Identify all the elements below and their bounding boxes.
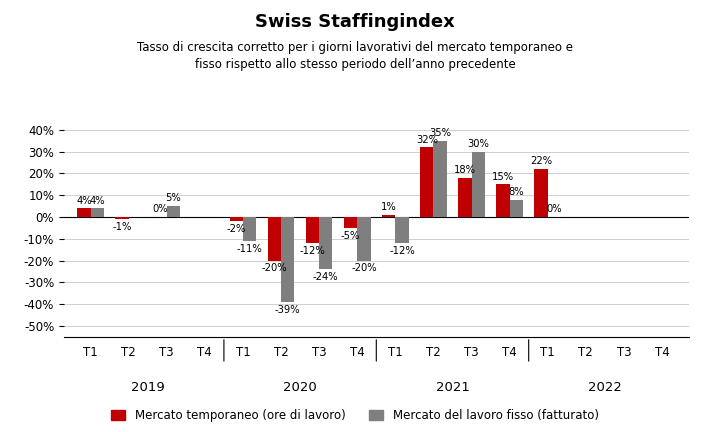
- Legend: Mercato temporaneo (ore di lavoro), Mercato del lavoro fisso (fatturato): Mercato temporaneo (ore di lavoro), Merc…: [111, 409, 599, 422]
- Text: 0%: 0%: [547, 204, 562, 214]
- Bar: [382, 215, 395, 217]
- Bar: [433, 141, 447, 217]
- Text: -12%: -12%: [300, 246, 325, 256]
- Text: 15%: 15%: [492, 172, 514, 182]
- Bar: [243, 217, 256, 241]
- Text: -39%: -39%: [275, 305, 300, 314]
- Bar: [268, 217, 281, 260]
- Bar: [357, 217, 371, 260]
- Text: -1%: -1%: [112, 222, 131, 232]
- Text: -20%: -20%: [351, 263, 377, 273]
- Bar: [510, 200, 523, 217]
- Text: -24%: -24%: [313, 272, 339, 282]
- Text: fisso rispetto allo stesso periodo dell’anno precedente: fisso rispetto allo stesso periodo dell’…: [195, 58, 515, 71]
- Text: 1%: 1%: [381, 202, 397, 212]
- Text: 4%: 4%: [76, 196, 92, 206]
- Bar: [344, 217, 357, 228]
- Text: 5%: 5%: [165, 194, 181, 203]
- Text: -12%: -12%: [389, 246, 415, 256]
- Bar: [306, 217, 320, 243]
- Text: 0%: 0%: [152, 204, 168, 214]
- Bar: [115, 217, 129, 219]
- Bar: [458, 178, 471, 217]
- Text: 2022: 2022: [588, 381, 622, 394]
- Text: -5%: -5%: [341, 231, 360, 241]
- Bar: [471, 152, 485, 217]
- Bar: [420, 147, 433, 217]
- Text: 30%: 30%: [467, 139, 489, 149]
- Text: Swiss Staffingindex: Swiss Staffingindex: [255, 13, 455, 31]
- Text: 18%: 18%: [454, 165, 476, 175]
- Bar: [535, 169, 547, 217]
- Text: -20%: -20%: [261, 263, 288, 273]
- Text: 2020: 2020: [283, 381, 317, 394]
- Text: 2019: 2019: [131, 381, 165, 394]
- Bar: [91, 208, 104, 217]
- Bar: [281, 217, 295, 302]
- Bar: [229, 217, 243, 221]
- Text: Tasso di crescita corretto per i giorni lavorativi del mercato temporaneo e: Tasso di crescita corretto per i giorni …: [137, 41, 573, 54]
- Text: 4%: 4%: [89, 196, 105, 206]
- Text: 35%: 35%: [429, 128, 451, 138]
- Text: 8%: 8%: [508, 187, 524, 197]
- Text: -11%: -11%: [236, 244, 263, 254]
- Bar: [167, 206, 180, 217]
- Text: 2021: 2021: [435, 381, 469, 394]
- Bar: [496, 184, 510, 217]
- Bar: [320, 217, 332, 269]
- Bar: [395, 217, 409, 243]
- Text: 22%: 22%: [530, 156, 552, 166]
- Bar: [77, 208, 91, 217]
- Text: 32%: 32%: [416, 135, 438, 145]
- Text: -2%: -2%: [226, 224, 246, 234]
